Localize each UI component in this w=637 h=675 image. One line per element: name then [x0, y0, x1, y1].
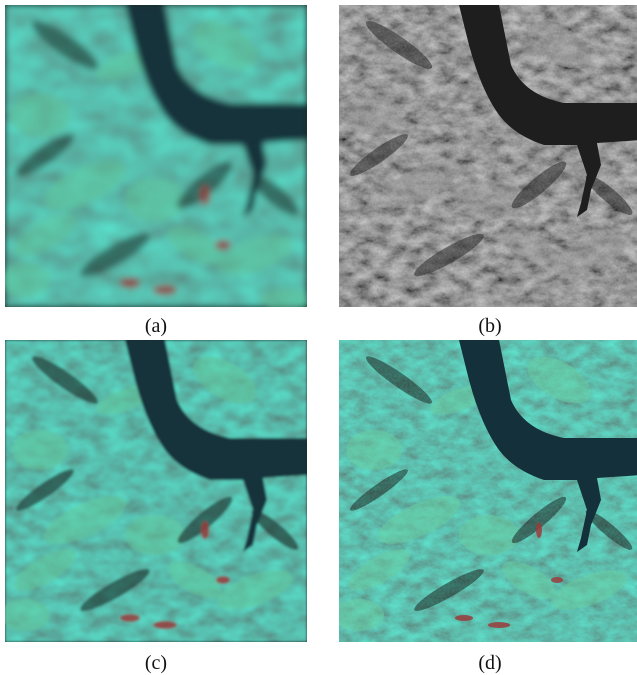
- satellite-image-c: [5, 340, 307, 642]
- satellite-image-a: [5, 5, 307, 307]
- caption-a: (a): [144, 315, 168, 337]
- caption-d: (d): [478, 652, 502, 674]
- satellite-image-d: [339, 340, 637, 642]
- caption-c: (c): [144, 652, 168, 674]
- caption-b: (b): [478, 315, 502, 337]
- satellite-image-b: [339, 5, 637, 307]
